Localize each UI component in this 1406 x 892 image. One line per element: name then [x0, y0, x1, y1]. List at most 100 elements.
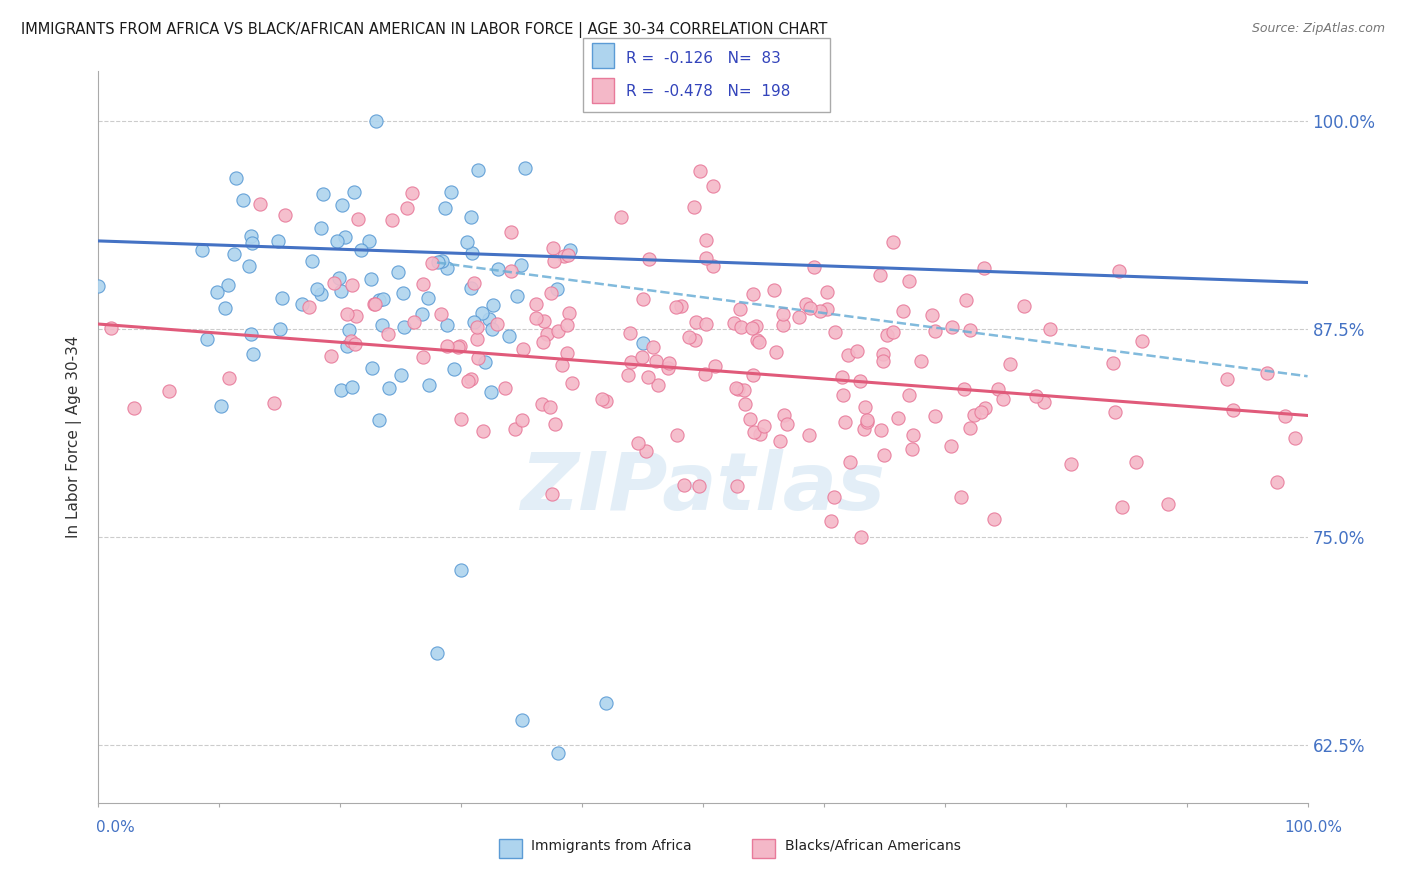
- Point: [627, 436, 650, 450]
- Point: [488, 262, 510, 277]
- Point: [239, 229, 262, 244]
- Point: [831, 387, 853, 401]
- Point: [921, 308, 943, 322]
- Y-axis label: In Labor Force | Age 30-34: In Labor Force | Age 30-34: [66, 335, 83, 539]
- Point: [876, 328, 898, 343]
- Point: [797, 428, 820, 442]
- Point: [433, 201, 456, 215]
- Point: [274, 208, 297, 222]
- Point: [1012, 300, 1035, 314]
- Point: [515, 161, 537, 176]
- Point: [799, 301, 821, 315]
- Point: [543, 254, 565, 268]
- Point: [558, 306, 581, 320]
- Point: [869, 268, 891, 282]
- Point: [882, 235, 904, 249]
- Point: [472, 424, 495, 438]
- Point: [561, 376, 583, 391]
- Point: [702, 259, 724, 273]
- Point: [772, 307, 794, 321]
- Point: [1284, 431, 1306, 445]
- Point: [991, 392, 1014, 406]
- Point: [309, 287, 332, 301]
- Point: [479, 385, 502, 400]
- Point: [412, 350, 434, 364]
- Point: [688, 478, 710, 492]
- Point: [924, 325, 946, 339]
- Point: [538, 400, 561, 414]
- Point: [703, 359, 725, 374]
- Point: [665, 300, 688, 314]
- Point: [856, 413, 879, 427]
- Point: [242, 347, 264, 361]
- Point: [815, 302, 838, 317]
- Point: [853, 422, 876, 436]
- Point: [647, 377, 669, 392]
- Point: [959, 421, 981, 435]
- Point: [553, 249, 575, 263]
- Point: [471, 306, 494, 320]
- Point: [643, 340, 665, 354]
- Point: [845, 343, 868, 358]
- Point: [887, 411, 910, 425]
- Point: [1265, 475, 1288, 489]
- Point: [267, 234, 290, 248]
- Point: [524, 310, 547, 325]
- Point: [460, 281, 482, 295]
- Point: [547, 324, 569, 338]
- Point: [330, 383, 353, 397]
- Point: [263, 396, 285, 410]
- Point: [551, 358, 574, 372]
- Point: [645, 354, 668, 368]
- Point: [346, 211, 368, 226]
- Point: [794, 297, 817, 311]
- Point: [823, 490, 845, 504]
- Point: [349, 243, 371, 257]
- Point: [377, 326, 399, 341]
- Point: [457, 374, 479, 388]
- Point: [478, 312, 501, 326]
- Point: [1256, 366, 1278, 380]
- Point: [494, 381, 516, 395]
- Point: [702, 179, 724, 194]
- Point: [955, 293, 977, 307]
- Point: [1060, 457, 1083, 471]
- Point: [467, 163, 489, 178]
- Point: [745, 319, 768, 334]
- Point: [657, 360, 679, 375]
- Point: [974, 401, 997, 415]
- Point: [695, 252, 717, 266]
- Text: Immigrants from Africa: Immigrants from Africa: [531, 838, 692, 853]
- Point: [872, 354, 894, 368]
- Point: [360, 272, 382, 286]
- Point: [734, 397, 756, 411]
- Point: [531, 397, 554, 411]
- Text: IMMIGRANTS FROM AFRICA VS BLACK/AFRICAN AMERICAN IN LABOR FORCE | AGE 30-34 CORR: IMMIGRANTS FROM AFRICA VS BLACK/AFRICAN …: [21, 22, 828, 38]
- Point: [330, 197, 353, 211]
- Point: [392, 320, 415, 334]
- Point: [541, 241, 564, 255]
- Point: [157, 384, 180, 399]
- Point: [363, 296, 385, 310]
- Point: [742, 425, 765, 439]
- Point: [501, 225, 523, 239]
- Point: [1108, 264, 1130, 278]
- Point: [456, 235, 478, 250]
- Point: [269, 321, 291, 335]
- Point: [609, 210, 631, 224]
- Point: [870, 423, 893, 437]
- Point: [1157, 497, 1180, 511]
- Point: [485, 317, 508, 331]
- Point: [824, 325, 846, 339]
- Point: [436, 318, 458, 332]
- Point: [218, 370, 240, 384]
- Point: [291, 297, 314, 311]
- Point: [191, 243, 214, 257]
- Point: [970, 405, 993, 419]
- Point: [524, 297, 547, 311]
- Point: [557, 248, 579, 262]
- Point: [342, 379, 364, 393]
- Point: [450, 563, 472, 577]
- Point: [872, 347, 894, 361]
- Point: [343, 185, 366, 199]
